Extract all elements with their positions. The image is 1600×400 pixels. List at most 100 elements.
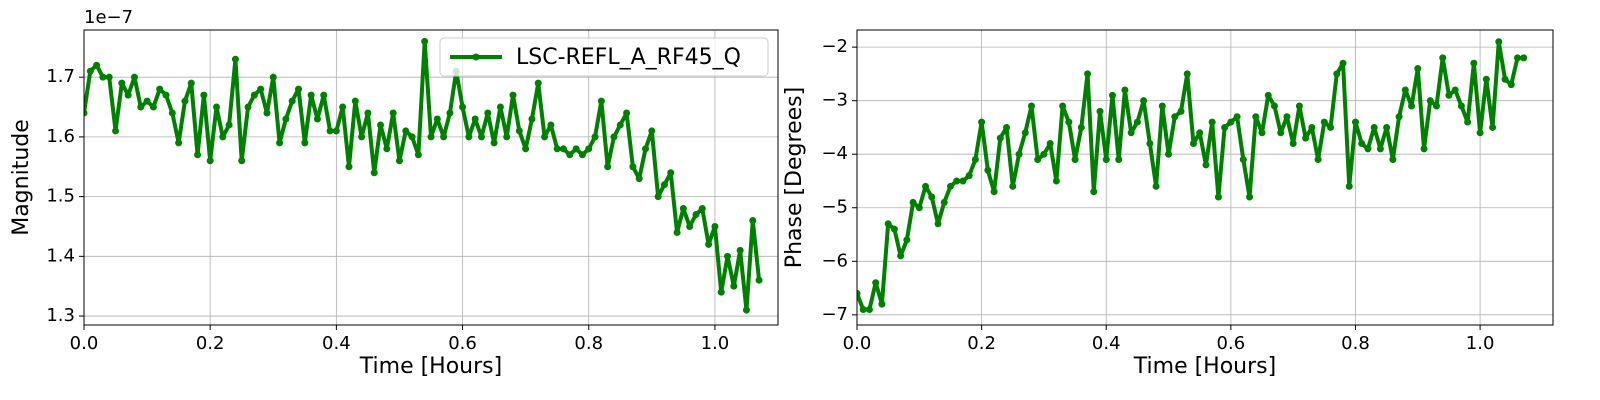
legend-marker bbox=[472, 53, 480, 61]
data-point bbox=[137, 103, 145, 111]
data-point bbox=[928, 193, 936, 201]
data-point bbox=[93, 61, 101, 69]
data-point bbox=[175, 139, 183, 147]
data-point bbox=[1059, 102, 1067, 110]
data-point bbox=[1239, 156, 1247, 164]
data-point bbox=[1158, 102, 1166, 110]
y-tick-label: 1.3 bbox=[46, 305, 75, 326]
data-point bbox=[547, 121, 555, 129]
data-point bbox=[1009, 182, 1017, 190]
data-point bbox=[1420, 145, 1428, 153]
data-point bbox=[1202, 161, 1210, 169]
x-tick-label: 1.0 bbox=[1466, 333, 1495, 354]
data-point bbox=[250, 91, 258, 99]
data-point bbox=[307, 91, 315, 99]
data-point bbox=[1270, 102, 1278, 110]
data-point bbox=[1339, 59, 1347, 67]
data-point bbox=[903, 236, 911, 244]
plot-area bbox=[84, 37, 763, 314]
data-point bbox=[484, 109, 492, 117]
data-point bbox=[1227, 118, 1235, 126]
data-point bbox=[276, 139, 284, 147]
y-tick-label: −7 bbox=[821, 304, 848, 325]
data-point bbox=[1127, 129, 1135, 137]
data-point bbox=[679, 205, 687, 213]
data-point bbox=[1121, 86, 1129, 94]
data-point bbox=[1283, 113, 1291, 121]
data-point bbox=[1140, 97, 1148, 105]
data-point bbox=[1432, 102, 1440, 110]
data-point bbox=[1370, 123, 1378, 131]
data-point bbox=[490, 139, 498, 147]
data-point bbox=[320, 91, 328, 99]
x-tick-label: 0.0 bbox=[70, 333, 99, 354]
data-point bbox=[99, 73, 107, 81]
data-point bbox=[884, 220, 892, 228]
data-point bbox=[112, 127, 120, 135]
data-point bbox=[635, 175, 643, 183]
data-point bbox=[1389, 156, 1397, 164]
data-point bbox=[156, 85, 164, 93]
data-point bbox=[604, 163, 612, 171]
data-point bbox=[865, 305, 873, 313]
data-point bbox=[187, 79, 195, 87]
data-point bbox=[915, 204, 923, 212]
data-point bbox=[1021, 129, 1029, 137]
data-line bbox=[857, 39, 1524, 312]
data-point bbox=[257, 85, 265, 93]
data-point bbox=[1476, 129, 1484, 137]
data-point bbox=[364, 109, 372, 117]
data-point bbox=[1489, 123, 1497, 131]
data-point bbox=[162, 91, 170, 99]
data-point bbox=[534, 79, 542, 87]
data-point bbox=[1277, 129, 1285, 137]
data-point bbox=[389, 109, 397, 117]
data-point bbox=[591, 133, 599, 141]
data-point bbox=[857, 289, 861, 297]
data-point bbox=[1501, 75, 1509, 83]
axes-frame bbox=[856, 29, 1554, 326]
data-point bbox=[181, 97, 189, 105]
data-point bbox=[965, 172, 973, 180]
data-point bbox=[1482, 75, 1490, 83]
data-point bbox=[717, 288, 725, 296]
plot-area bbox=[857, 38, 1528, 313]
data-point bbox=[168, 109, 176, 117]
data-point bbox=[1295, 102, 1303, 110]
x-tick-label: 0.2 bbox=[196, 333, 225, 354]
data-point bbox=[909, 198, 917, 206]
data-point bbox=[1451, 86, 1459, 94]
data-point bbox=[465, 133, 473, 141]
x-tick-label: 0.0 bbox=[843, 333, 872, 354]
data-point bbox=[1090, 188, 1098, 196]
data-point bbox=[872, 279, 880, 287]
data-point bbox=[1071, 156, 1079, 164]
data-point bbox=[200, 91, 208, 99]
data-point bbox=[1133, 118, 1141, 126]
x-tick-label: 1.0 bbox=[701, 333, 730, 354]
data-point bbox=[84, 109, 88, 117]
data-point bbox=[1289, 140, 1297, 148]
data-point bbox=[1426, 97, 1434, 105]
data-point bbox=[711, 222, 719, 230]
data-point bbox=[1146, 140, 1154, 148]
data-point bbox=[408, 133, 416, 141]
x-tick-label: 0.4 bbox=[322, 333, 351, 354]
data-point bbox=[301, 139, 309, 147]
data-point bbox=[509, 91, 517, 99]
data-point bbox=[1115, 156, 1123, 164]
y-tick-label: −2 bbox=[821, 36, 848, 57]
data-point bbox=[313, 115, 321, 123]
data-point bbox=[730, 282, 738, 290]
data-point bbox=[1401, 86, 1409, 94]
data-point bbox=[477, 133, 485, 141]
data-point bbox=[1364, 145, 1372, 153]
data-point bbox=[1327, 123, 1335, 131]
y-tick-label: 1.4 bbox=[46, 245, 75, 266]
data-point bbox=[597, 97, 605, 105]
data-point bbox=[654, 193, 662, 201]
data-point bbox=[616, 121, 624, 129]
data-point bbox=[414, 151, 422, 159]
data-point bbox=[1208, 118, 1216, 126]
data-point bbox=[897, 252, 905, 260]
